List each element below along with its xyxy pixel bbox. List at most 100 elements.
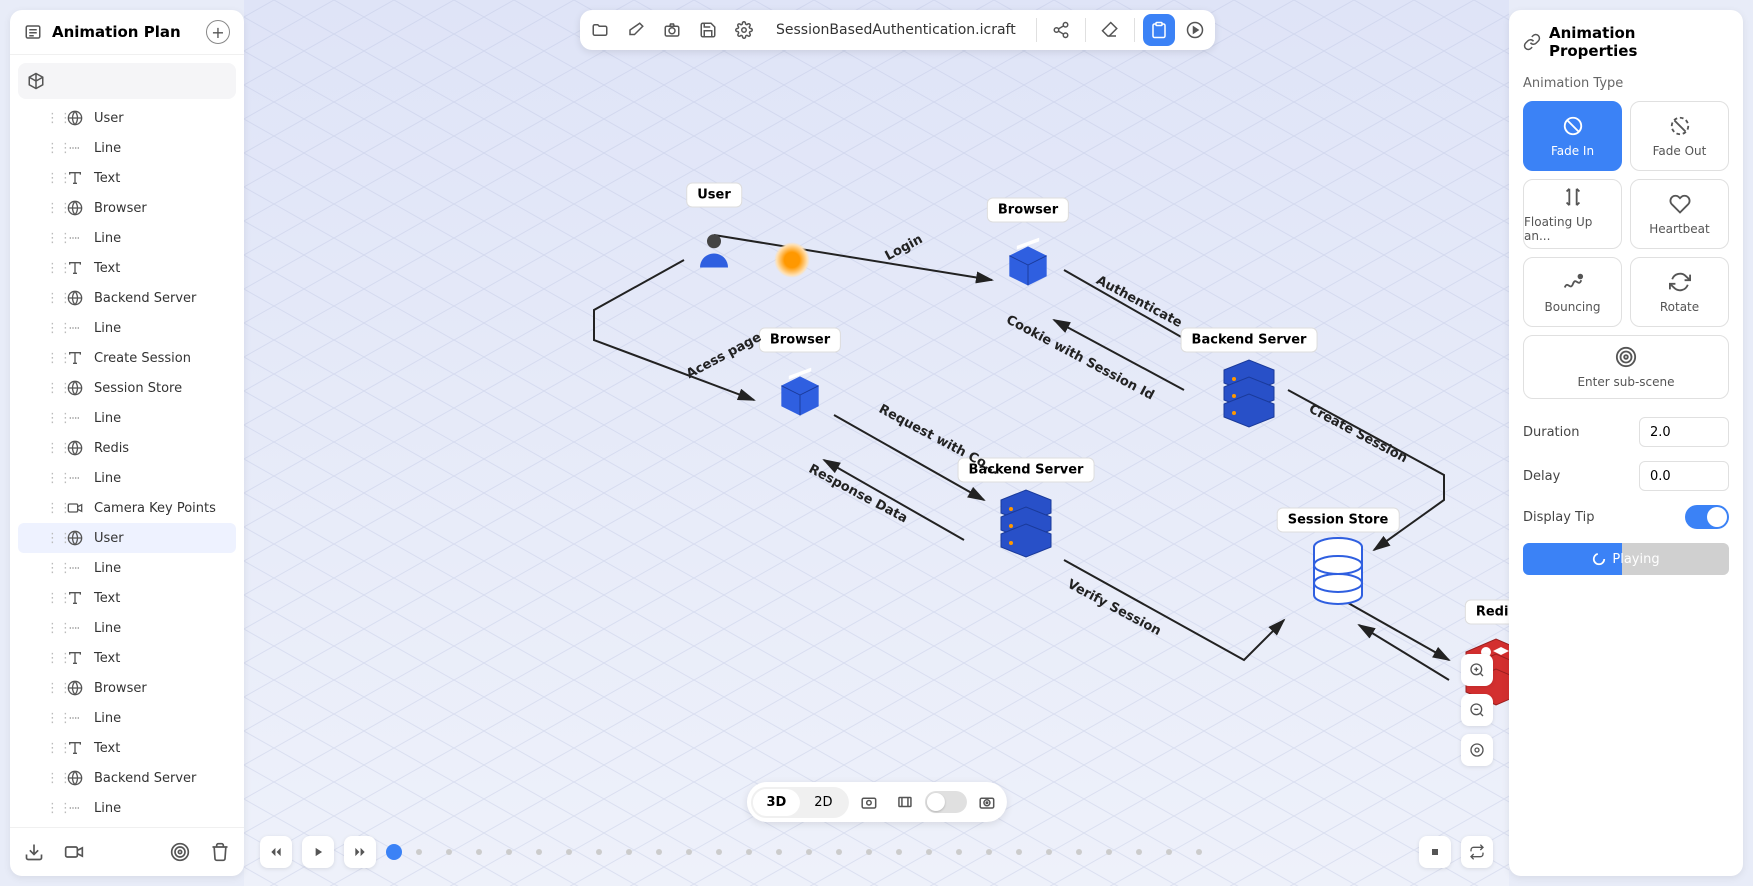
fadein-icon [1561,114,1585,138]
next-button[interactable] [344,836,376,868]
line-icon [66,619,84,637]
tree-item[interactable]: ⋮⋮Text [18,163,236,193]
play-icon[interactable] [1179,14,1211,46]
node-label-user[interactable]: User [686,183,742,208]
anim-type-heartbeat[interactable]: Heartbeat [1630,179,1729,249]
gear-icon[interactable] [728,14,760,46]
line-icon [66,319,84,337]
add-button[interactable]: + [206,20,230,44]
zoom-in-button[interactable] [1461,654,1493,686]
tree-item[interactable]: ⋮⋮User [18,523,236,553]
canvas[interactable]: UserBrowserBrowserBackend ServerBackend … [244,0,1509,886]
tree-item[interactable]: ⋮⋮Line [18,313,236,343]
node-label-session[interactable]: Session Store [1277,508,1400,533]
view-2d-button[interactable]: 2D [800,789,846,816]
center-button[interactable] [1461,734,1493,766]
anim-type-bouncing[interactable]: Bouncing [1523,257,1622,327]
node-label-browser1[interactable]: Browser [987,198,1069,223]
spinner-icon [1592,552,1606,566]
tree-item[interactable]: ⋮⋮ Text [18,583,236,613]
stop-button[interactable] [1419,836,1451,868]
duration-label: Duration [1523,425,1629,440]
node-backend1[interactable] [1214,355,1284,435]
capture-icon[interactable] [971,786,1003,818]
node-browser2[interactable] [772,367,828,423]
loop-button[interactable] [1461,836,1493,868]
camera-icon [66,499,84,517]
view-toggle[interactable] [925,791,967,813]
tree-item-label: Camera Key Points [94,501,216,516]
timeline-track[interactable] [386,849,1409,855]
camera-icon[interactable] [656,14,688,46]
tree-item[interactable]: ⋮⋮Line [18,133,236,163]
tree-item-label: Session Store [94,381,182,396]
node-browser1[interactable] [1000,237,1056,293]
tip-toggle[interactable] [1685,505,1729,529]
tree-item[interactable]: ⋮⋮Line [18,223,236,253]
drag-icon: ⋮⋮ [46,471,60,486]
tree-item[interactable]: ⋮⋮Line [18,613,236,643]
tree-item[interactable]: ⋮⋮Create Session [18,343,236,373]
line-icon [66,709,84,727]
anim-type-fadeout[interactable]: Fade Out [1630,101,1729,171]
anim-type-subscene[interactable]: Enter sub-scene [1523,335,1729,399]
node-user[interactable] [693,229,735,271]
tree-item[interactable]: ⋮⋮Line [18,463,236,493]
anim-type-floating[interactable]: Floating Up an... [1523,179,1622,249]
target-icon[interactable] [166,838,194,866]
separator [1036,18,1037,42]
drag-icon: ⋮⋮ [46,561,60,576]
tree-item[interactable]: ⋮⋮User [18,103,236,133]
tree-item[interactable]: ⋮⋮Browser [18,673,236,703]
heartbeat-icon [1668,192,1692,216]
snapshot-icon[interactable] [853,786,885,818]
frame-icon[interactable] [889,786,921,818]
drag-icon: ⋮⋮ [46,651,60,666]
tree-item[interactable]: ⋮⋮ Session Store [18,373,236,403]
anim-type-rotate[interactable]: Rotate [1630,257,1729,327]
view-3d-button[interactable]: 3D [752,789,800,816]
playing-button[interactable]: Playing [1523,543,1729,575]
node-label-backend1[interactable]: Backend Server [1181,328,1318,353]
tree-item[interactable]: ⋮⋮Line [18,403,236,433]
tree-item[interactable]: ⋮⋮Line [18,553,236,583]
drag-icon: ⋮⋮ [46,381,60,396]
delay-row: Delay [1523,461,1729,491]
record-icon[interactable] [60,838,88,866]
eraser2-icon[interactable] [1094,14,1126,46]
node-label-redis[interactable]: Redis [1465,600,1509,625]
prev-button[interactable] [260,836,292,868]
tree-item[interactable]: ⋮⋮Backend Server [18,763,236,793]
tree-item[interactable]: ⋮⋮Browser [18,193,236,223]
timeline-playhead[interactable] [386,844,402,860]
clipboard-icon[interactable] [1143,14,1175,46]
anim-type-fadein[interactable]: Fade In [1523,101,1622,171]
export-icon[interactable] [20,838,48,866]
zoom-out-button[interactable] [1461,694,1493,726]
duration-input[interactable] [1639,417,1729,447]
tree-item[interactable]: ⋮⋮Camera Key Points [18,493,236,523]
tree-item[interactable]: ⋮⋮Line [18,793,236,823]
share-icon[interactable] [1045,14,1077,46]
tree-item[interactable]: ⋮⋮Text [18,253,236,283]
play-timeline-button[interactable] [302,836,334,868]
eraser-icon[interactable] [620,14,652,46]
tree-item[interactable]: ⋮⋮Text [18,643,236,673]
node-backend2[interactable] [991,485,1061,565]
tree-item[interactable]: ⋮⋮Text [18,733,236,763]
node-label-browser2[interactable]: Browser [759,328,841,353]
tree-root[interactable] [18,63,236,99]
delay-input[interactable] [1639,461,1729,491]
tree-item[interactable]: ⋮⋮Line [18,703,236,733]
tree-item-label: Text [94,591,120,606]
animation-tree[interactable]: ⋮⋮User⋮⋮Line⋮⋮Text⋮⋮Browser⋮⋮Line⋮⋮Text⋮… [10,55,244,827]
trash-icon[interactable] [206,838,234,866]
tree-item[interactable]: ⋮⋮Redis [18,433,236,463]
rotate-icon [1668,270,1692,294]
save-icon[interactable] [692,14,724,46]
tip-row: Display Tip [1523,505,1729,529]
drag-icon: ⋮⋮ [46,591,60,606]
folder-icon[interactable] [584,14,616,46]
tree-item[interactable]: ⋮⋮Backend Server [18,283,236,313]
node-session[interactable] [1308,535,1368,615]
